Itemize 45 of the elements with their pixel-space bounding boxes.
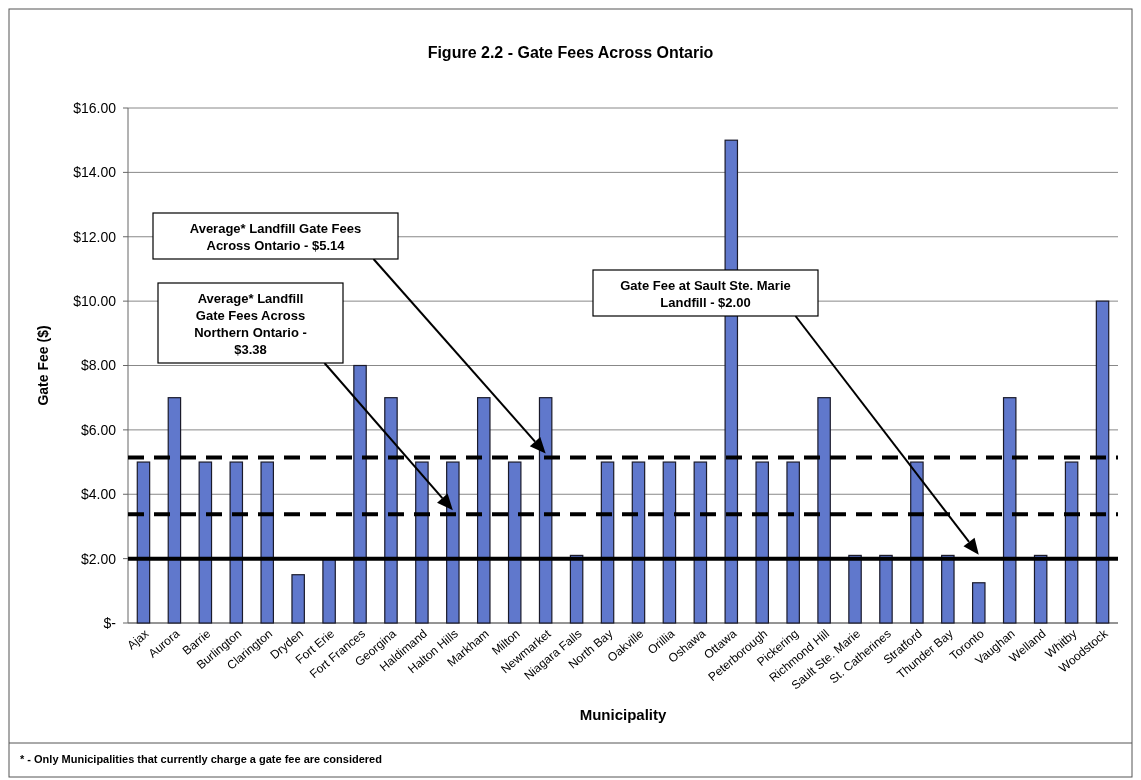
- bar: [631, 461, 646, 624]
- bar: [198, 461, 213, 624]
- text: * - Only Municipalities that currently charge a gate fee are considered: [20, 753, 382, 765]
- bar: [786, 461, 800, 624]
- bar: [507, 461, 522, 624]
- y-tick-label: $-: [103, 614, 117, 631]
- bar: [971, 582, 986, 624]
- bar: [1064, 461, 1079, 624]
- bar: [260, 461, 275, 624]
- bar: [600, 461, 615, 624]
- y-tick-label: $16.00: [73, 99, 117, 116]
- bar: [693, 461, 708, 624]
- bar: [1002, 397, 1017, 624]
- bar: [229, 461, 244, 624]
- bar: [476, 397, 491, 624]
- annotation: Average* Landfill Gate Fees Across Ontario - $5.14: [189, 221, 362, 253]
- bar: [167, 397, 182, 624]
- bar: [291, 574, 305, 624]
- y-tick-label: $2.00: [80, 550, 117, 567]
- y-tick-label: $12.00: [73, 228, 117, 245]
- bar: [322, 558, 336, 624]
- bar: [755, 461, 770, 624]
- bar: [353, 364, 367, 624]
- bar: [1033, 554, 1048, 624]
- y-tick-label: $14.00: [73, 164, 117, 181]
- bar: [879, 554, 893, 624]
- chart-title: Figure 2.2 - Gate Fees Across Ontario: [427, 44, 714, 61]
- y-tick-label: $6.00: [80, 421, 117, 438]
- bar: [817, 397, 831, 624]
- y-tick-label: $4.00: [80, 486, 117, 503]
- x-axis-title: Municipality: [579, 706, 667, 723]
- annotation: Average* Landfill Gate Fees Across Northern Ontario - $3.38: [194, 291, 307, 357]
- bar: [384, 397, 398, 624]
- bar: [662, 461, 677, 624]
- y-tick-label: $10.00: [73, 293, 117, 310]
- bar: [415, 461, 429, 624]
- bar: [569, 554, 584, 624]
- bar: [910, 461, 924, 624]
- y-tick-label: $8.00: [80, 357, 117, 374]
- bar: [1095, 300, 1110, 624]
- bar: [941, 554, 955, 624]
- annotation: Gate Fee at Sault Ste. Marie Landfill - $2.00: [620, 278, 791, 310]
- bar: [848, 554, 862, 624]
- y-axis-title: Gate Fee ($): [35, 325, 51, 406]
- bar: [136, 461, 151, 624]
